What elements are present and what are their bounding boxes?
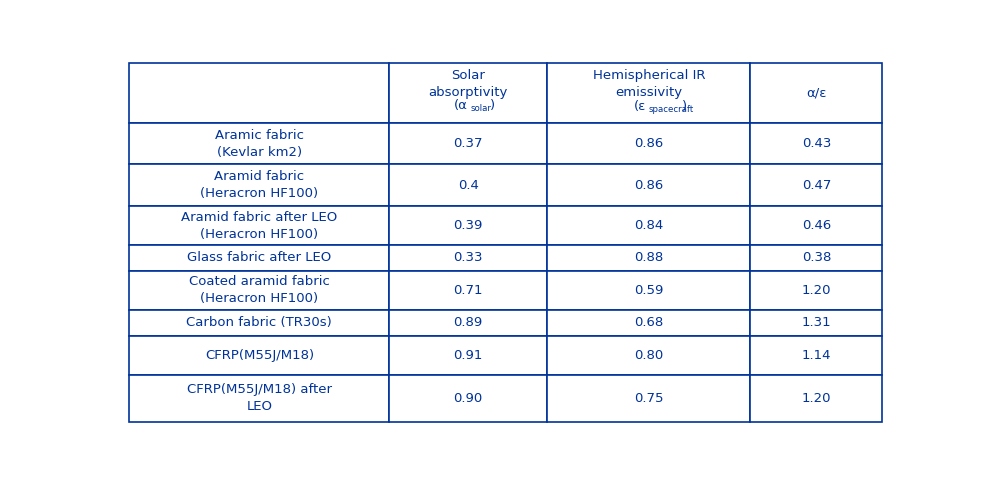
Bar xyxy=(546,245,749,271)
Bar xyxy=(129,375,388,421)
Text: α/ε: α/ε xyxy=(806,86,825,99)
Bar xyxy=(749,375,881,421)
Text: 0.43: 0.43 xyxy=(801,137,830,150)
Text: 1.31: 1.31 xyxy=(801,316,830,329)
Bar xyxy=(749,336,881,375)
Text: CFRP(M55J/M18) after
LEO: CFRP(M55J/M18) after LEO xyxy=(186,383,331,413)
Bar xyxy=(546,206,749,245)
Bar xyxy=(129,206,388,245)
Text: 0.46: 0.46 xyxy=(801,219,830,232)
Bar xyxy=(749,310,881,336)
Text: spacecraft: spacecraft xyxy=(648,105,693,114)
Bar xyxy=(129,271,388,310)
Text: 1.14: 1.14 xyxy=(801,349,830,362)
Bar xyxy=(546,375,749,421)
Text: 0.38: 0.38 xyxy=(801,252,830,264)
Text: Aramid fabric
(Heracron HF100): Aramid fabric (Heracron HF100) xyxy=(200,170,318,200)
Bar xyxy=(129,245,388,271)
Bar xyxy=(129,336,388,375)
Text: 0.47: 0.47 xyxy=(801,179,830,192)
Bar xyxy=(388,375,546,421)
Bar xyxy=(388,206,546,245)
Bar xyxy=(388,165,546,206)
Bar xyxy=(129,123,388,165)
Text: Solar
absorptivity: Solar absorptivity xyxy=(428,69,508,99)
Text: 0.90: 0.90 xyxy=(454,392,482,405)
Text: 0.37: 0.37 xyxy=(453,137,482,150)
Text: 0.75: 0.75 xyxy=(633,392,663,405)
Text: 0.39: 0.39 xyxy=(453,219,482,232)
Text: Hemispherical IR
emissivity: Hemispherical IR emissivity xyxy=(592,69,704,99)
Text: (α: (α xyxy=(454,99,467,112)
Text: 0.91: 0.91 xyxy=(453,349,482,362)
Text: Aramid fabric after LEO
(Heracron HF100): Aramid fabric after LEO (Heracron HF100) xyxy=(181,211,337,240)
Bar xyxy=(129,63,388,123)
Text: 0.33: 0.33 xyxy=(453,252,482,264)
Text: CFRP(M55J/M18): CFRP(M55J/M18) xyxy=(204,349,314,362)
Bar xyxy=(129,310,388,336)
Text: 0.71: 0.71 xyxy=(453,284,482,297)
Text: 0.4: 0.4 xyxy=(458,179,478,192)
Bar xyxy=(546,63,749,123)
Text: 0.84: 0.84 xyxy=(634,219,663,232)
Text: 0.89: 0.89 xyxy=(454,316,482,329)
Text: 1.20: 1.20 xyxy=(801,284,830,297)
Text: 0.86: 0.86 xyxy=(634,137,663,150)
Bar xyxy=(129,165,388,206)
Text: solar: solar xyxy=(470,104,491,113)
Bar xyxy=(388,271,546,310)
Text: ): ) xyxy=(681,100,686,113)
Bar xyxy=(749,123,881,165)
Text: 0.88: 0.88 xyxy=(634,252,663,264)
Bar xyxy=(388,245,546,271)
Text: ): ) xyxy=(489,99,494,112)
Text: 0.59: 0.59 xyxy=(634,284,663,297)
Bar xyxy=(749,271,881,310)
Bar xyxy=(388,63,546,123)
Bar xyxy=(388,310,546,336)
Bar xyxy=(546,336,749,375)
Bar xyxy=(749,206,881,245)
Bar xyxy=(749,165,881,206)
Text: Coated aramid fabric
(Heracron HF100): Coated aramid fabric (Heracron HF100) xyxy=(188,276,329,305)
Bar xyxy=(546,271,749,310)
Bar xyxy=(388,336,546,375)
Bar xyxy=(546,165,749,206)
Text: Carbon fabric (TR30s): Carbon fabric (TR30s) xyxy=(186,316,332,329)
Text: 0.86: 0.86 xyxy=(634,179,663,192)
Bar xyxy=(546,123,749,165)
Text: 0.80: 0.80 xyxy=(634,349,663,362)
Text: Aramic fabric
(Kevlar km2): Aramic fabric (Kevlar km2) xyxy=(215,129,304,159)
Text: 1.20: 1.20 xyxy=(801,392,830,405)
Bar xyxy=(388,123,546,165)
Bar xyxy=(749,245,881,271)
Text: Glass fabric after LEO: Glass fabric after LEO xyxy=(187,252,331,264)
Text: (ε: (ε xyxy=(634,100,646,113)
Bar xyxy=(749,63,881,123)
Bar xyxy=(546,310,749,336)
Text: 0.68: 0.68 xyxy=(634,316,663,329)
